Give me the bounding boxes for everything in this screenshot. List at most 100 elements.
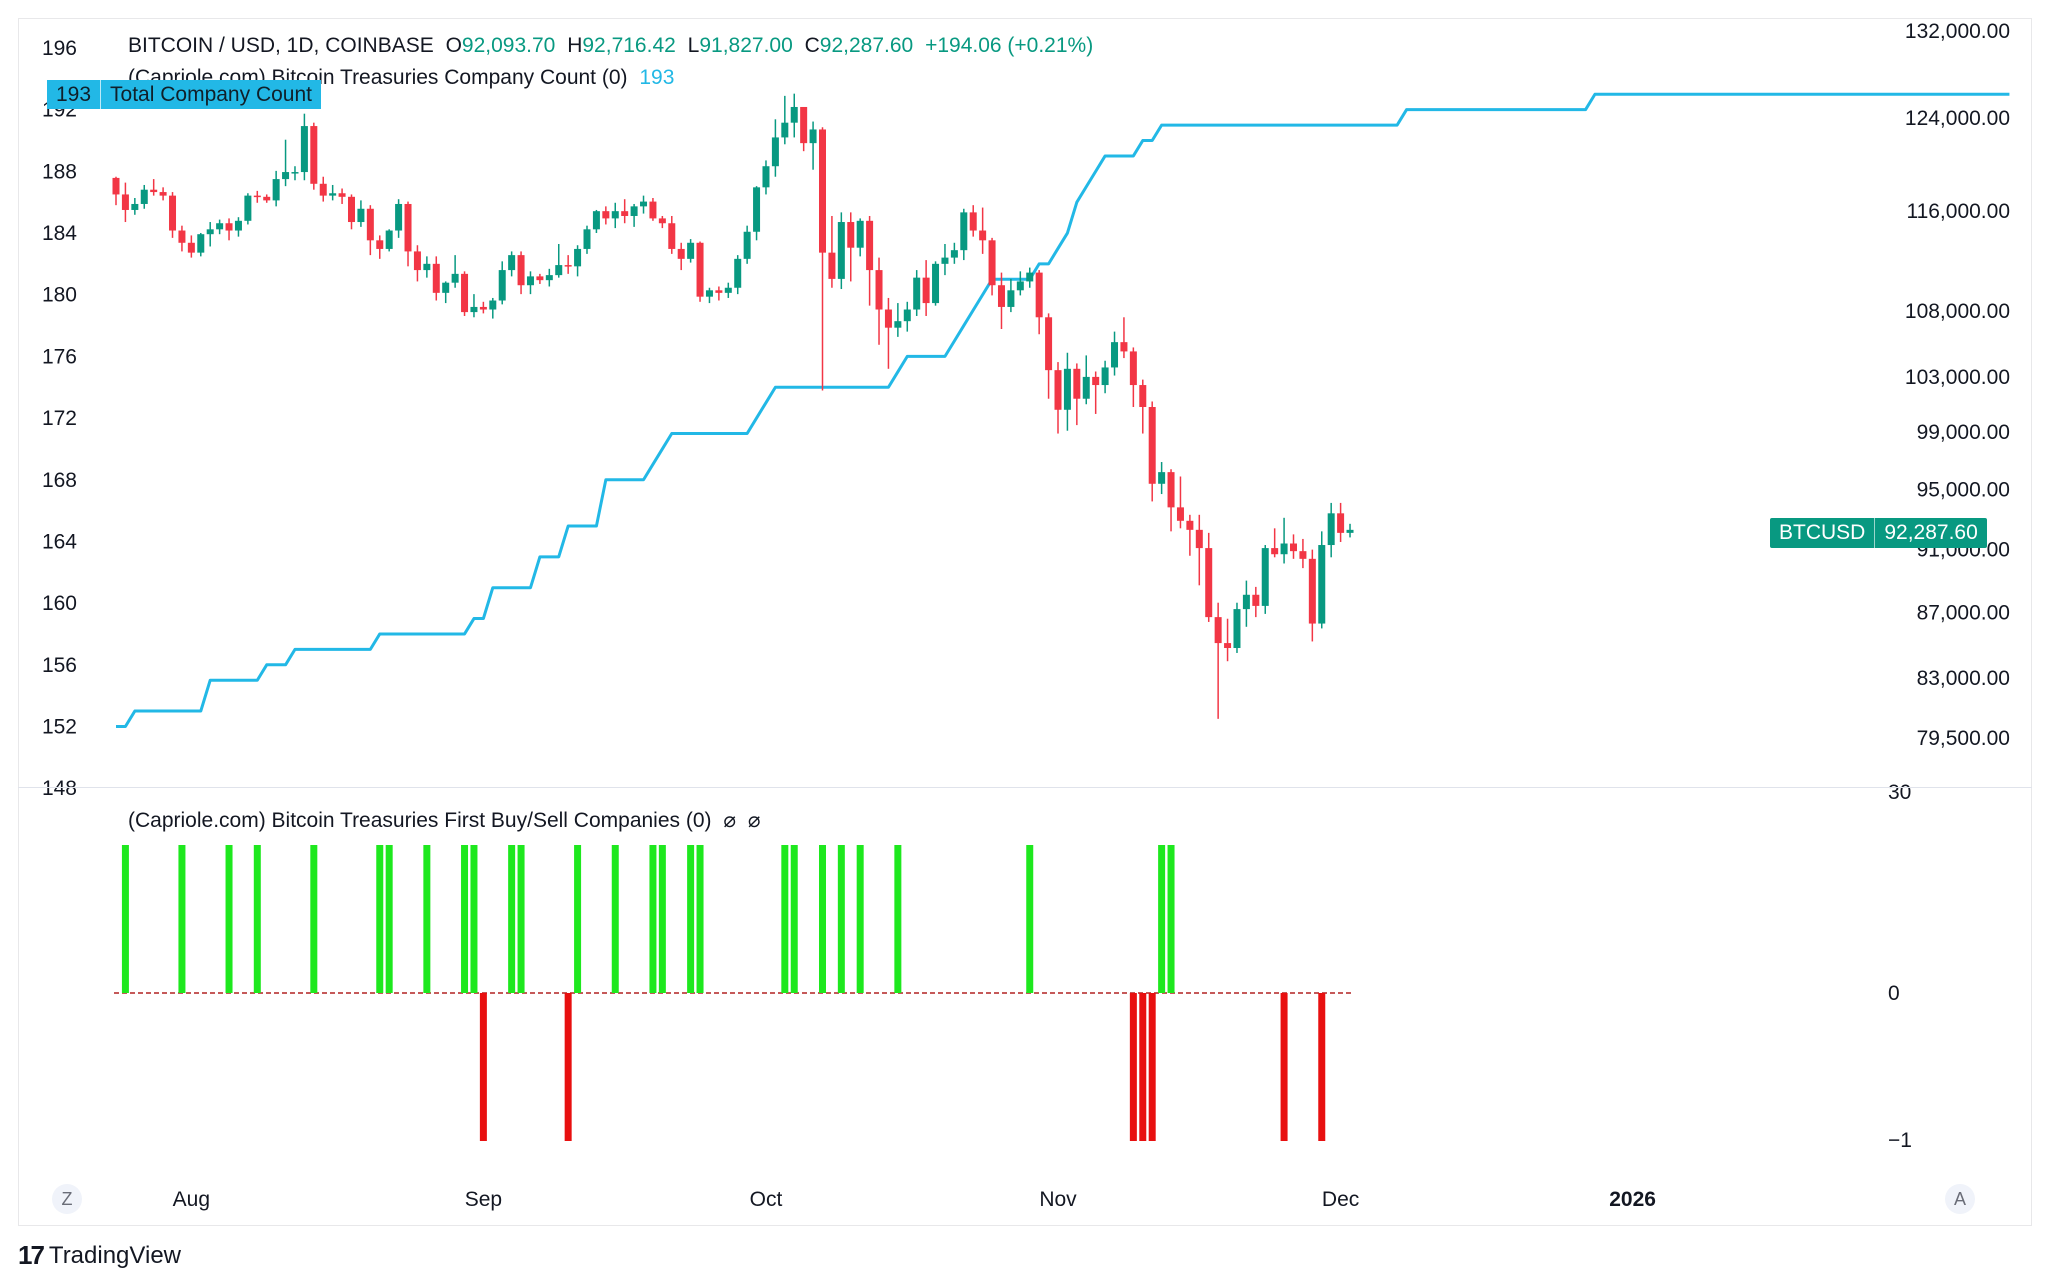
candle-body xyxy=(809,129,817,144)
candle xyxy=(1120,317,1128,359)
auto-scale-button[interactable]: A xyxy=(1945,1184,1975,1214)
buy-bar xyxy=(574,845,582,993)
candle-body xyxy=(1016,281,1024,291)
candle-body xyxy=(734,258,742,288)
zoom-button[interactable]: Z xyxy=(52,1184,82,1214)
candle xyxy=(234,217,242,237)
right-axis-label: 103,000.00 xyxy=(1905,366,2010,389)
candle xyxy=(159,187,167,201)
candle xyxy=(687,239,695,263)
candle xyxy=(225,218,233,241)
candle-body xyxy=(1007,290,1015,307)
candle-body xyxy=(875,270,883,310)
buy-bar xyxy=(310,845,318,993)
buy-bar xyxy=(696,845,704,993)
right-axis-label: 99,000.00 xyxy=(1917,421,2010,444)
buy-bar xyxy=(658,845,666,993)
candle-body xyxy=(1308,558,1316,624)
candle xyxy=(526,271,534,295)
candle-body xyxy=(913,277,921,310)
right-axis-label: 124,000.00 xyxy=(1905,107,2010,130)
close-value: C92,287.60 xyxy=(804,34,914,57)
buy-bar xyxy=(1026,845,1034,993)
candle-body xyxy=(1035,272,1043,318)
buysell-indicator-legend[interactable]: (Capriole.com) Bitcoin Treasuries First … xyxy=(128,808,767,833)
candle xyxy=(470,294,478,318)
candle-body xyxy=(677,248,685,259)
candle-body xyxy=(837,222,845,279)
candle-body xyxy=(508,255,516,271)
candle xyxy=(960,208,968,261)
candle-body xyxy=(461,273,469,313)
sell-bar xyxy=(564,993,572,1141)
candle xyxy=(395,199,403,238)
symbol-label[interactable]: BITCOIN / USD, 1D, COINBASE xyxy=(128,34,434,57)
buy-bar xyxy=(687,845,695,993)
candle-body xyxy=(960,212,968,251)
candle-body xyxy=(574,248,582,267)
candle xyxy=(932,261,940,306)
time-axis-label: Dec xyxy=(1322,1188,1359,1211)
left-axis-label: 172 xyxy=(42,407,77,430)
left-axis-label: 164 xyxy=(42,530,77,553)
candle xyxy=(724,282,732,298)
candle xyxy=(668,215,676,254)
candle-body xyxy=(159,192,167,196)
candle-body xyxy=(884,309,892,328)
candle-body xyxy=(225,223,233,231)
candle xyxy=(753,186,761,241)
candle xyxy=(385,229,393,252)
left-axis-label: 156 xyxy=(42,654,77,677)
left-axis-label: 180 xyxy=(42,284,77,307)
candle-body xyxy=(1290,543,1297,552)
pane-divider[interactable] xyxy=(18,787,2032,788)
candle-body xyxy=(187,242,195,253)
candle xyxy=(1318,531,1326,629)
price-badge-symbol: BTCUSD xyxy=(1779,521,1866,544)
buy-bar xyxy=(837,845,845,993)
candle-body xyxy=(1120,342,1128,352)
buy-bar xyxy=(517,845,525,993)
candle-body xyxy=(1129,351,1137,386)
candle xyxy=(1214,602,1222,719)
candle-body xyxy=(866,220,874,271)
candle xyxy=(1167,469,1175,532)
candle-body xyxy=(112,177,120,195)
candle xyxy=(828,215,836,288)
candle-body xyxy=(1073,368,1081,399)
sell-bar xyxy=(1280,993,1288,1141)
candle xyxy=(837,212,845,290)
candle xyxy=(1111,331,1119,376)
candle xyxy=(583,225,591,254)
candle xyxy=(1129,347,1137,408)
candle xyxy=(150,179,158,196)
candle xyxy=(121,182,129,223)
candle xyxy=(272,170,280,207)
candle xyxy=(640,195,648,214)
candle xyxy=(734,255,742,295)
candle xyxy=(366,205,374,256)
candle xyxy=(376,235,384,259)
sell-bar xyxy=(479,993,487,1141)
visibility-icon[interactable]: ⌀ xyxy=(723,809,737,832)
candle-body xyxy=(489,300,497,310)
candle-body xyxy=(753,187,761,232)
candle xyxy=(1082,355,1090,405)
candle xyxy=(329,184,337,201)
candle-body xyxy=(583,229,591,249)
left-axis-label: 196 xyxy=(42,37,77,60)
settings-icon[interactable]: ⌀ xyxy=(747,809,761,832)
candle-body xyxy=(348,196,355,223)
left-axis-label: 184 xyxy=(42,222,77,245)
candle xyxy=(206,222,214,247)
candle-body xyxy=(272,179,280,201)
candle-body xyxy=(1280,543,1288,555)
tradingview-brand[interactable]: 17 TradingView xyxy=(18,1240,181,1271)
buy-bar xyxy=(781,845,789,993)
candle-body xyxy=(743,231,751,259)
candle xyxy=(508,251,516,277)
candle-body xyxy=(1252,594,1260,606)
candle xyxy=(319,176,327,202)
candle-body xyxy=(1063,368,1071,410)
